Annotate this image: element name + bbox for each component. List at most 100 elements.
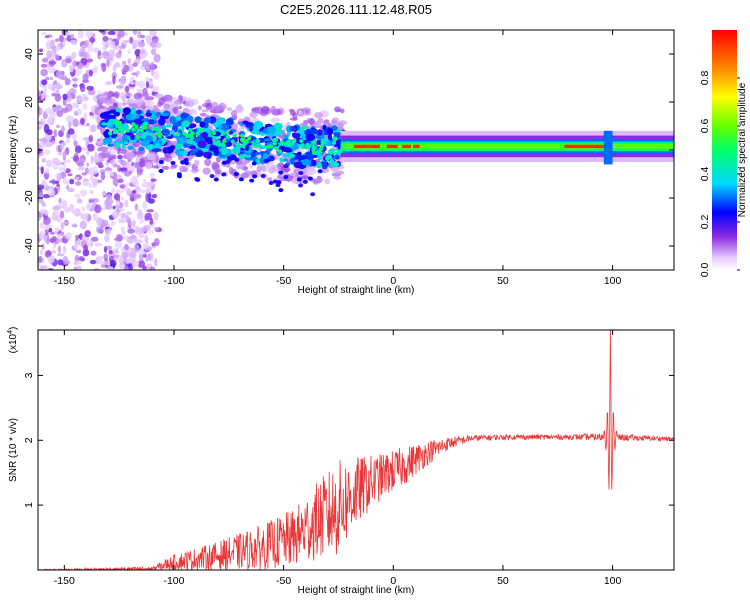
spectrogram-cell <box>139 34 146 39</box>
spectrogram-cell <box>100 122 111 126</box>
spectrogram-y-tick-label: 40 <box>23 48 35 60</box>
spectrogram-x-tick-label: 50 <box>497 275 509 287</box>
spectrogram-cell <box>314 111 324 119</box>
spectrogram-cell <box>94 204 102 214</box>
spectrogram-cell <box>115 174 123 178</box>
spectrogram-cell <box>45 227 50 231</box>
spectrogram-cell <box>302 179 308 184</box>
spectrogram-cell <box>232 133 237 138</box>
spectrogram-cell <box>242 120 249 125</box>
spectrogram-cell <box>135 127 140 134</box>
spectrogram-cell <box>56 253 65 257</box>
spectrogram-cell <box>93 155 102 164</box>
spectrogram-cell <box>137 259 145 268</box>
spectrogram-cell <box>109 154 117 158</box>
spectrogram-cell <box>340 144 346 149</box>
spectrogram-cell <box>59 210 65 219</box>
spectrogram-cell <box>306 143 312 148</box>
spectrogram-cell <box>129 251 137 258</box>
spectrogram-cell <box>125 92 133 97</box>
snr-x-tick-label: 100 <box>604 575 622 587</box>
spectrogram-cell <box>50 110 56 119</box>
spectrogram-cell <box>108 250 113 254</box>
spectrogram-cell <box>202 126 211 134</box>
spectrogram-cell <box>50 39 55 48</box>
spectrogram-cell <box>118 167 126 172</box>
spectrogram-cell <box>90 242 94 247</box>
spectrogram-cell <box>301 159 311 166</box>
spectrogram-cell <box>88 69 93 77</box>
spectrogram-cell <box>72 118 79 128</box>
spectrogram-cell <box>77 30 84 39</box>
spectrogram-cell <box>74 193 81 198</box>
spectrogram-cell <box>69 88 77 95</box>
spectrogram-cell <box>89 190 94 195</box>
spectrogram-cell <box>39 209 47 214</box>
spectrogram-cell <box>173 121 183 127</box>
spectrogram-cell <box>322 121 327 126</box>
spectrogram-cell <box>54 93 62 102</box>
spectrogram-cell <box>51 235 57 243</box>
colorbar-ticks: 0.0 0.2 0.4 0.6 0.8 <box>699 71 740 277</box>
spectrogram-cell <box>111 149 117 155</box>
spectrogram-cell <box>162 147 169 154</box>
spectrogram-cell <box>124 170 131 177</box>
spectrogram-cell <box>118 217 125 223</box>
spectrogram-cell <box>63 220 69 225</box>
spectrogram-cell <box>176 148 181 154</box>
spectrogram-cell <box>99 55 105 59</box>
spectrogram-cell <box>46 39 52 49</box>
spectrogram-cell <box>115 189 124 194</box>
spectrogram-cell <box>127 263 134 270</box>
spectrogram-cell <box>121 160 127 167</box>
spectrogram-cell <box>53 210 59 218</box>
spectrogram-cell <box>135 239 143 244</box>
spectrogram-cell <box>180 150 188 156</box>
spectrogram-cell <box>132 40 137 50</box>
spectrogram-cell <box>308 117 315 126</box>
spectrogram-cell <box>153 238 160 247</box>
spectrogram-cell <box>124 199 129 208</box>
spectrogram-cell <box>222 139 227 144</box>
spectrogram-cell <box>79 84 86 93</box>
spectrogram-cell <box>333 176 342 180</box>
spectrogram-cell <box>75 249 82 254</box>
spectrogram-cell <box>119 184 126 189</box>
spectrogram-cell <box>334 106 341 113</box>
spectrogram-cell <box>213 148 220 157</box>
spectrogram-cell <box>53 80 58 85</box>
spectrogram-cell <box>103 246 108 253</box>
spectrogram-cell <box>141 118 150 122</box>
spectrogram-cell <box>97 255 104 260</box>
spectrogram-cell <box>62 245 67 254</box>
spectrogram-cell <box>105 245 113 251</box>
spectrogram-cell <box>307 176 313 181</box>
spectrogram-cell <box>334 154 340 160</box>
spectrogram-cell <box>102 45 107 51</box>
spectrogram-cell <box>283 148 293 153</box>
spectrogram-cell <box>298 155 308 160</box>
spectrogram-cell <box>180 125 185 132</box>
spectrogram-cell <box>50 46 56 50</box>
spectrogram-cell <box>266 177 273 182</box>
spectrogram-cell <box>112 177 119 187</box>
spectrogram-cell <box>116 200 120 207</box>
spectrogram-cell <box>129 36 134 44</box>
spectrogram-cell <box>135 134 140 139</box>
spectrogram-cell <box>84 39 90 48</box>
spectrogram-cell <box>100 171 106 181</box>
spectrogram-cell <box>92 165 98 175</box>
snr-y-axis-label: SNR (10 * v/v) <box>8 418 19 482</box>
spectrogram-cell <box>191 168 200 173</box>
spectrogram-cell <box>76 61 80 65</box>
spectrogram-cell <box>186 139 194 145</box>
spectrogram-cell <box>188 145 198 150</box>
spectrogram-cell <box>146 209 155 213</box>
spectrogram-cell <box>253 121 264 129</box>
spectrogram-cell <box>189 108 198 116</box>
spectrogram-cell <box>43 235 48 243</box>
spectrogram-y-ticks: -40 -20 0 20 40 <box>23 48 674 254</box>
spectrogram-cell <box>107 30 116 36</box>
spectrogram-cell <box>43 85 48 94</box>
snr-series-line <box>38 330 674 570</box>
